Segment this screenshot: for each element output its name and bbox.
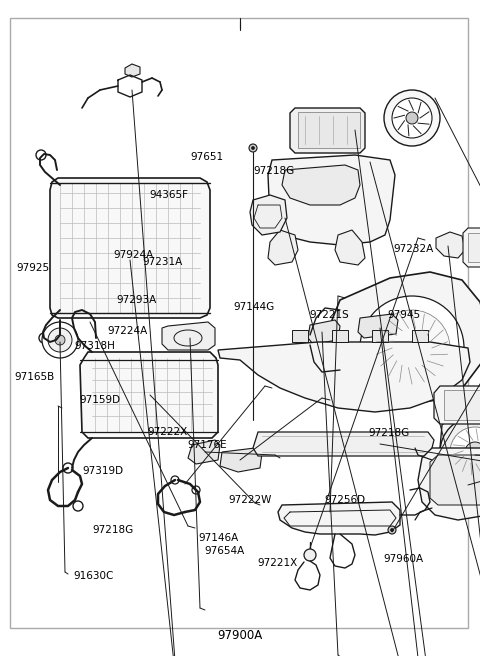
Polygon shape xyxy=(463,228,480,267)
Polygon shape xyxy=(50,178,210,318)
Circle shape xyxy=(39,333,49,343)
Text: 97318H: 97318H xyxy=(74,341,116,352)
Text: 97924A: 97924A xyxy=(113,249,154,260)
Polygon shape xyxy=(372,330,388,342)
Circle shape xyxy=(450,427,480,477)
Text: 97900A: 97900A xyxy=(217,628,263,642)
Circle shape xyxy=(384,90,440,146)
Polygon shape xyxy=(436,232,465,258)
Circle shape xyxy=(360,296,464,400)
Polygon shape xyxy=(358,314,398,338)
Bar xyxy=(298,112,360,148)
Text: 97232A: 97232A xyxy=(394,244,434,255)
Polygon shape xyxy=(332,272,480,405)
Polygon shape xyxy=(278,502,400,535)
Polygon shape xyxy=(220,448,262,472)
Text: 97224A: 97224A xyxy=(107,326,147,337)
Text: 97146A: 97146A xyxy=(198,533,239,543)
Circle shape xyxy=(391,529,394,531)
Text: 97176E: 97176E xyxy=(188,440,227,450)
Circle shape xyxy=(48,328,72,352)
Text: 97231A: 97231A xyxy=(142,257,182,268)
Circle shape xyxy=(440,417,480,487)
Text: 97651: 97651 xyxy=(191,152,224,163)
Circle shape xyxy=(465,442,480,462)
Polygon shape xyxy=(80,352,218,438)
Text: 97218G: 97218G xyxy=(253,165,294,176)
Circle shape xyxy=(252,146,254,150)
Circle shape xyxy=(388,526,396,534)
Polygon shape xyxy=(282,165,360,205)
Polygon shape xyxy=(268,230,298,265)
Text: 94365F: 94365F xyxy=(149,190,189,201)
Text: 97222X: 97222X xyxy=(147,426,187,437)
Polygon shape xyxy=(418,448,480,520)
Text: 97218G: 97218G xyxy=(92,525,133,535)
Text: 97293A: 97293A xyxy=(117,295,157,306)
Text: 97256D: 97256D xyxy=(324,495,365,505)
Polygon shape xyxy=(335,230,365,265)
Circle shape xyxy=(42,322,78,358)
Polygon shape xyxy=(218,342,470,412)
Circle shape xyxy=(304,549,316,561)
Polygon shape xyxy=(412,330,428,342)
Bar xyxy=(468,233,480,262)
Text: 97925: 97925 xyxy=(16,262,49,273)
Text: 97218G: 97218G xyxy=(368,428,409,438)
Text: 97945: 97945 xyxy=(387,310,421,320)
Circle shape xyxy=(36,150,46,160)
Text: 91630C: 91630C xyxy=(73,571,114,581)
Polygon shape xyxy=(440,415,480,488)
Polygon shape xyxy=(290,108,365,153)
Circle shape xyxy=(406,112,418,124)
Text: 97221X: 97221X xyxy=(257,558,298,568)
Circle shape xyxy=(249,144,257,152)
Polygon shape xyxy=(292,330,308,342)
Polygon shape xyxy=(268,155,395,245)
Text: 97319D: 97319D xyxy=(83,466,124,476)
Polygon shape xyxy=(430,455,480,505)
Text: 97960A: 97960A xyxy=(383,554,423,564)
Text: 97654A: 97654A xyxy=(204,546,245,556)
Text: 97144G: 97144G xyxy=(234,302,275,312)
Polygon shape xyxy=(332,330,348,342)
Circle shape xyxy=(63,463,73,473)
Circle shape xyxy=(55,335,65,345)
Polygon shape xyxy=(162,322,215,350)
Text: 97222W: 97222W xyxy=(228,495,271,505)
Circle shape xyxy=(73,501,83,511)
Polygon shape xyxy=(253,432,434,456)
Circle shape xyxy=(192,486,200,494)
Text: 97159D: 97159D xyxy=(79,395,120,405)
Polygon shape xyxy=(188,440,220,464)
Polygon shape xyxy=(434,386,480,424)
Circle shape xyxy=(374,310,450,386)
Text: 97221S: 97221S xyxy=(309,310,348,320)
Bar xyxy=(444,390,480,420)
Polygon shape xyxy=(125,64,140,77)
Circle shape xyxy=(171,476,179,484)
Circle shape xyxy=(392,98,432,138)
Text: 97165B: 97165B xyxy=(14,371,55,382)
Polygon shape xyxy=(308,320,340,344)
Polygon shape xyxy=(250,195,287,235)
